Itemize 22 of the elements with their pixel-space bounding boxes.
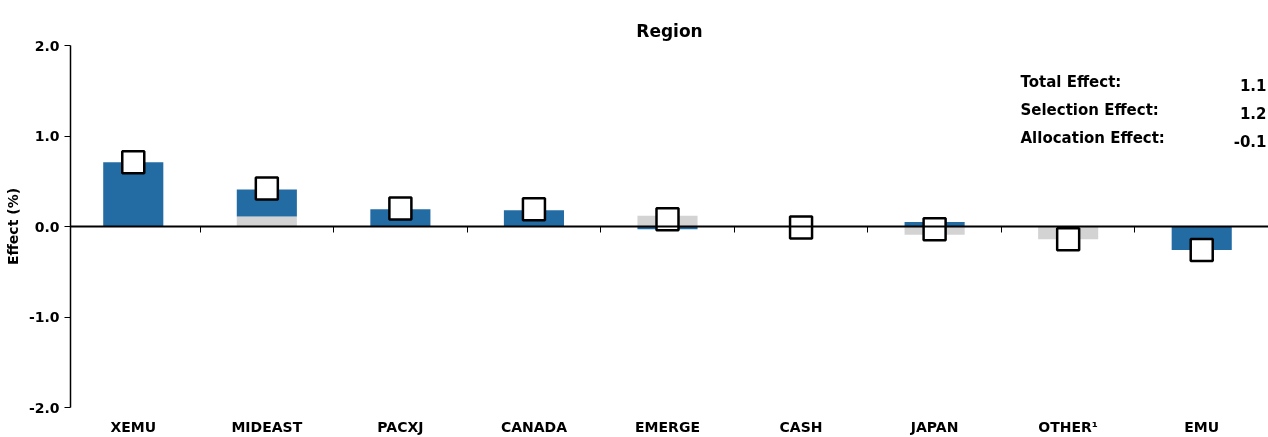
x-tick-label: XEMU	[110, 418, 157, 435]
annotation: 1.2	[1239, 104, 1267, 123]
x-tick-label: PACXJ	[377, 418, 424, 435]
y-axis-title: Effect (%)	[4, 187, 21, 266]
annotation: Allocation Effect:	[1020, 128, 1165, 147]
x-tick-label: CANADA	[500, 418, 568, 435]
x-tick-label: EMU	[1184, 418, 1220, 435]
annotation: Total Effect:	[1020, 72, 1122, 91]
y-tick-label: 1.0	[34, 128, 60, 144]
y-tick-label: 2.0	[34, 37, 60, 54]
x-tick-label: EMERGE	[635, 418, 700, 435]
x-tick-label: OTHER¹	[1038, 418, 1098, 435]
annotation: 1.1	[1239, 76, 1267, 95]
x-tick-label: JAPAN	[909, 418, 959, 435]
x-tick-label: CASH	[779, 418, 823, 435]
y-tick-label: -1.0	[28, 309, 60, 325]
x-tick-label: MIDEAST	[231, 418, 303, 435]
annotation: -0.1	[1233, 132, 1267, 151]
y-tick-label: 0.0	[34, 218, 60, 235]
annotation: Selection Effect:	[1020, 100, 1159, 119]
chart-title: Region	[636, 20, 703, 41]
y-tick-label: -2.0	[28, 399, 60, 416]
